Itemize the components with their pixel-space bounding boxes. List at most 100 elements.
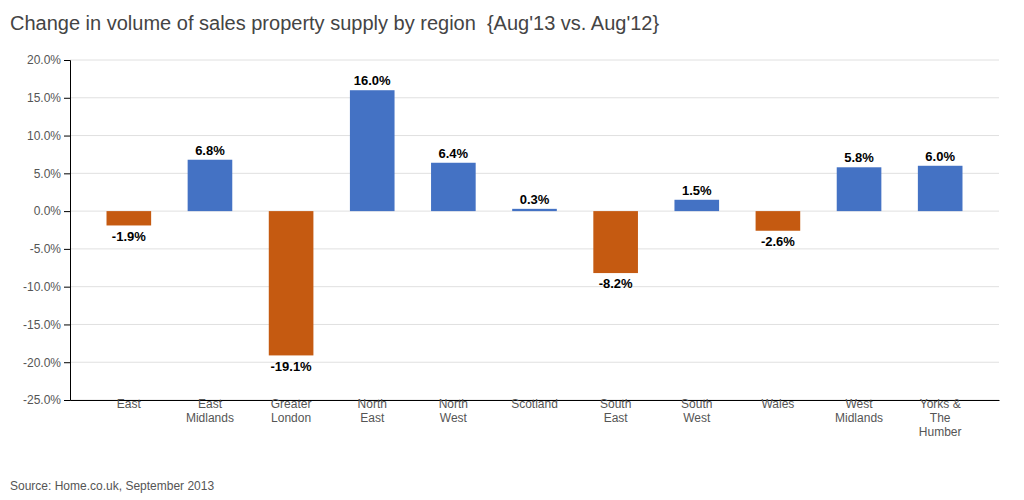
x-tick: SouthEast xyxy=(600,397,631,425)
x-tick-label: GreaterLondon xyxy=(271,397,312,425)
grid-line xyxy=(70,362,999,363)
x-tick-label-line: The xyxy=(930,411,951,425)
y-tick-label: 0.0% xyxy=(34,204,62,218)
bar xyxy=(350,90,395,211)
x-tick-label-line: Scotland xyxy=(511,397,558,411)
y-tick: 10.0% xyxy=(27,129,70,143)
bar xyxy=(756,211,801,231)
data-label: -1.9% xyxy=(112,229,146,244)
x-tick: East xyxy=(117,397,142,411)
bars xyxy=(107,90,963,355)
x-tick-label-line: West xyxy=(440,411,468,425)
y-tick-mark xyxy=(64,362,70,363)
grid-line xyxy=(70,135,999,136)
x-tick-label: WestMidlands xyxy=(835,397,883,425)
x-tick: Yorks &TheHumber xyxy=(919,397,962,439)
bar xyxy=(107,211,152,225)
y-tick-label: -5.0% xyxy=(30,242,62,256)
x-tick: Wales xyxy=(761,397,794,411)
x-tick: SouthWest xyxy=(681,397,712,425)
x-tick: GreaterLondon xyxy=(271,397,312,425)
y-tick-mark xyxy=(64,324,70,325)
bar xyxy=(674,200,719,211)
grid-line xyxy=(70,286,999,287)
y-tick-label: -15.0% xyxy=(23,318,61,332)
x-tick-label: Yorks &TheHumber xyxy=(919,397,962,439)
data-label: 6.8% xyxy=(195,143,225,158)
x-tick: EastMidlands xyxy=(186,397,234,425)
x-tick-label-line: East xyxy=(360,411,385,425)
x-tick-label-line: East xyxy=(198,397,223,411)
x-tick: Scotland xyxy=(511,397,558,411)
y-tick-mark xyxy=(64,98,70,99)
y-tick-mark xyxy=(64,287,70,288)
x-tick-label-line: North xyxy=(439,397,468,411)
bar xyxy=(918,166,963,211)
y-axis-line xyxy=(64,61,71,401)
data-label: 5.8% xyxy=(844,150,874,165)
y-tick-mark xyxy=(64,136,70,137)
grid-line xyxy=(70,324,999,325)
y-tick-label: -10.0% xyxy=(23,280,61,294)
data-label: 6.0% xyxy=(925,149,955,164)
y-axis: -25.0% -20.0% -15.0% -10.0% -5.0% 0.0% 5.0% 10.… xyxy=(23,53,71,407)
y-tick-label: 20.0% xyxy=(27,53,61,67)
bar xyxy=(269,211,314,355)
x-tick: NorthEast xyxy=(358,397,387,425)
data-label: -19.1% xyxy=(270,359,312,374)
y-tick: -10.0% xyxy=(23,280,70,294)
y-tick: 20.0% xyxy=(27,53,70,67)
x-tick-label-line: West xyxy=(845,397,873,411)
y-tick: 15.0% xyxy=(27,91,70,105)
x-tick-label-line: London xyxy=(271,411,311,425)
y-tick: -25.0% xyxy=(23,393,70,407)
x-tick-label-line: Humber xyxy=(919,425,962,439)
y-tick: -15.0% xyxy=(23,318,70,332)
x-tick-label-line: Midlands xyxy=(186,411,234,425)
x-tick-label: NorthEast xyxy=(358,397,387,425)
x-tick-label-line: East xyxy=(117,397,142,411)
x-tick-label-line: Greater xyxy=(271,397,312,411)
y-tick: 0.0% xyxy=(34,204,70,218)
data-label: -8.2% xyxy=(599,276,633,291)
x-tick-label: Scotland xyxy=(511,397,558,411)
x-tick-label: East xyxy=(117,397,142,411)
y-tick: -20.0% xyxy=(23,356,70,370)
x-tick-label-line: Yorks & xyxy=(920,397,961,411)
x-tick-label-line: East xyxy=(604,411,629,425)
bar xyxy=(512,209,557,211)
x-tick: NorthWest xyxy=(439,397,468,425)
x-tick-label-line: South xyxy=(600,397,631,411)
bar xyxy=(188,160,233,211)
grid-line xyxy=(70,60,999,61)
data-label: 16.0% xyxy=(354,73,391,88)
x-tick-label-line: West xyxy=(683,411,711,425)
y-tick-label: 15.0% xyxy=(27,91,61,105)
x-tick-label: SouthEast xyxy=(600,397,631,425)
source-note: Source: Home.co.uk, September 2013 xyxy=(10,479,214,493)
y-tick-mark xyxy=(64,60,70,61)
x-tick-label-line: Wales xyxy=(761,397,794,411)
y-tick-mark xyxy=(64,249,70,250)
bar xyxy=(431,163,476,211)
chart: Change in volume of sales property suppl… xyxy=(0,0,1024,500)
x-axis: EastEastMidlandsGreaterLondonNorthEastNo… xyxy=(71,397,1000,439)
grid-line xyxy=(70,97,999,98)
grid xyxy=(70,60,999,400)
y-tick-mark xyxy=(64,173,70,174)
x-tick-label-line: Midlands xyxy=(835,411,883,425)
bar xyxy=(837,167,882,211)
y-tick-mark xyxy=(64,211,70,212)
y-tick-label: 5.0% xyxy=(34,167,62,181)
y-tick-mark xyxy=(64,400,70,401)
bar xyxy=(593,211,638,273)
title: Change in volume of sales property suppl… xyxy=(10,12,659,34)
y-tick: -5.0% xyxy=(30,242,70,256)
data-label: 1.5% xyxy=(682,183,712,198)
x-tick: WestMidlands xyxy=(835,397,883,425)
x-tick-label-line: South xyxy=(681,397,712,411)
data-label: -2.6% xyxy=(761,234,795,249)
x-tick-label: Wales xyxy=(761,397,794,411)
x-tick-label: NorthWest xyxy=(439,397,468,425)
x-tick-label: EastMidlands xyxy=(186,397,234,425)
